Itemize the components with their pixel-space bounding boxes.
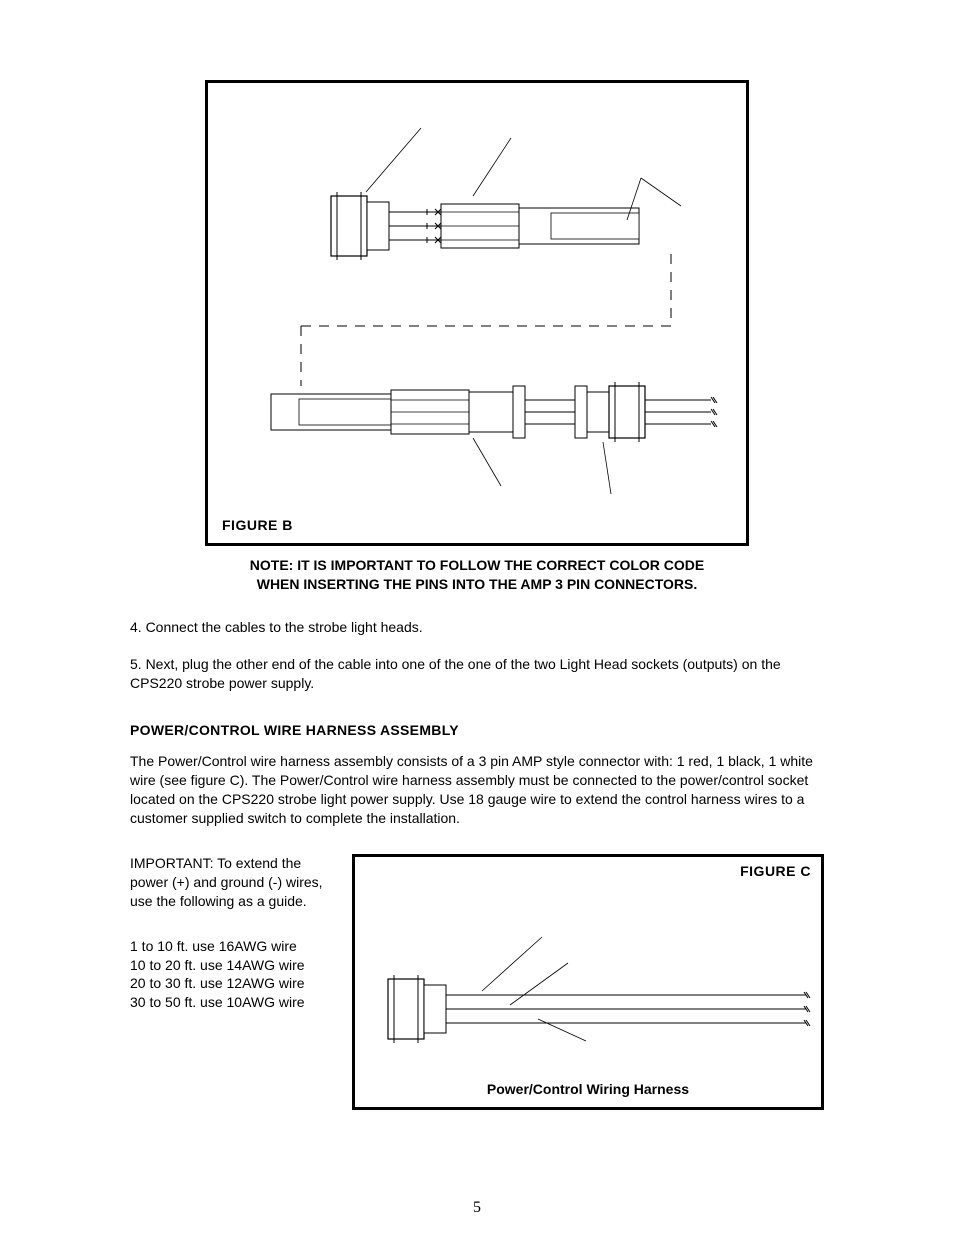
figure-c-label: FIGURE C <box>740 863 811 879</box>
note-block: NOTE: IT IS IMPORTANT TO FOLLOW THE CORR… <box>130 556 824 594</box>
gauge-item: 10 to 20 ft. use 14AWG wire <box>130 956 334 975</box>
note-line-2: WHEN INSERTING THE PINS INTO THE AMP 3 P… <box>130 575 824 594</box>
section-heading: POWER/CONTROL WIRE HARNESS ASSEMBLY <box>130 722 824 738</box>
section-paragraph: The Power/Control wire harness assembly … <box>130 752 824 828</box>
important-note: IMPORTANT: To extend the power (+) and g… <box>130 854 334 911</box>
note-line-1: NOTE: IT IS IMPORTANT TO FOLLOW THE CORR… <box>130 556 824 575</box>
gauge-item: 30 to 50 ft. use 10AWG wire <box>130 993 334 1012</box>
figure-b-label: FIGURE B <box>222 517 293 533</box>
gauge-item: 20 to 30 ft. use 12AWG wire <box>130 974 334 993</box>
page-number: 5 <box>0 1199 954 1217</box>
figure-c-container: FIGURE C Power/Control Wiring Harness <box>352 854 824 1110</box>
gauge-item: 1 to 10 ft. use 16AWG wire <box>130 937 334 956</box>
figure-b-diagram <box>211 86 743 516</box>
figure-c-diagram <box>358 881 832 1091</box>
gauge-list: 1 to 10 ft. use 16AWG wire 10 to 20 ft. … <box>130 937 334 1013</box>
step-5: 5. Next, plug the other end of the cable… <box>130 655 824 693</box>
left-column: IMPORTANT: To extend the power (+) and g… <box>130 854 334 1012</box>
lower-row: IMPORTANT: To extend the power (+) and g… <box>130 854 824 1110</box>
figure-c-caption: Power/Control Wiring Harness <box>355 1081 821 1097</box>
figure-b-container: FIGURE B <box>205 80 749 546</box>
step-4: 4. Connect the cables to the strobe ligh… <box>130 618 824 637</box>
